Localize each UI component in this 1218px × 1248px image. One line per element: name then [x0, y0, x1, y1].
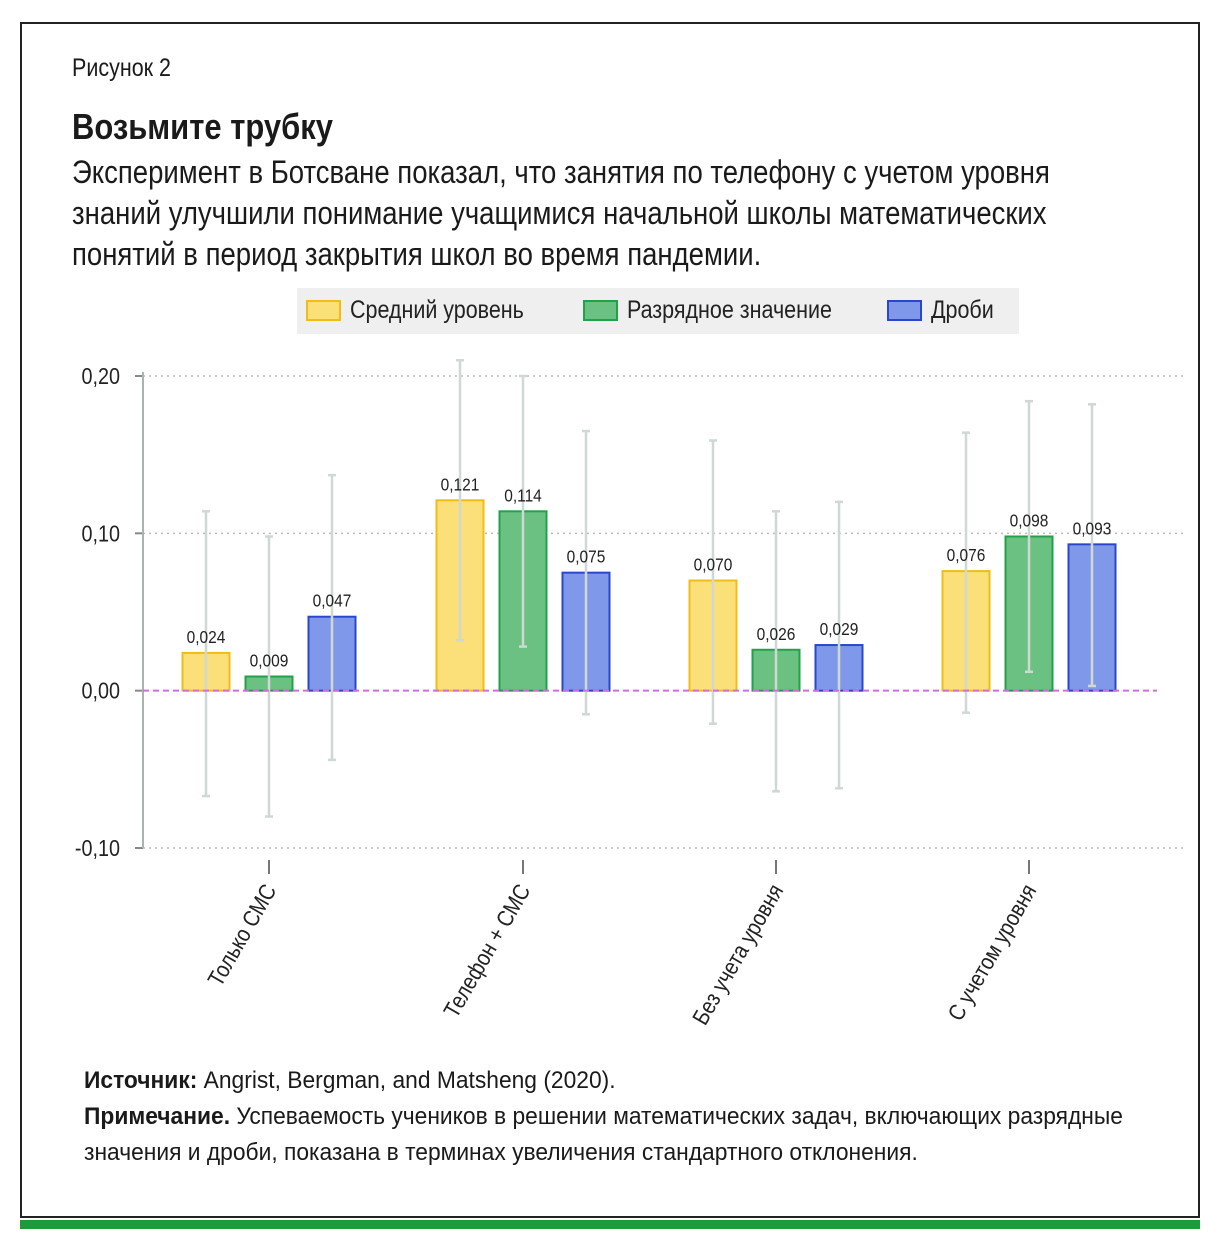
legend-swatch-3 — [887, 300, 922, 321]
note-text: Успеваемость учеников в решении математи… — [84, 1103, 1123, 1166]
data-label: 0,121 — [441, 474, 480, 494]
chart-title: Возьмите трубку — [72, 106, 333, 147]
chart-subtitle: Эксперимент в Ботсване показал, что заня… — [72, 154, 1050, 272]
data-label: 0,075 — [567, 547, 606, 567]
source-text: Angrist, Bergman, and Matsheng (2020). — [197, 1067, 616, 1094]
data-label: 0,070 — [694, 554, 733, 574]
legend-label-3: Дроби — [931, 295, 994, 323]
bottom-accent-bar — [20, 1220, 1200, 1229]
y-tick-label: 0,00 — [82, 678, 121, 704]
source-line: Источник: Angrist, Bergman, and Matsheng… — [84, 1063, 1177, 1099]
bar-chart: Средний уровень Разрядное значение Дроби 0,… — [75, 288, 1185, 1029]
data-label: 0,029 — [820, 619, 859, 639]
data-label: 0,024 — [187, 627, 226, 647]
legend-swatch-1 — [306, 300, 341, 321]
figure-label: Рисунок 2 — [72, 54, 172, 82]
data-label: 0,093 — [1073, 518, 1112, 538]
data-label: 0,114 — [504, 485, 542, 505]
data-label: 0,026 — [757, 624, 796, 644]
figure-frame — [20, 22, 1200, 1218]
data-label: 0,047 — [313, 591, 352, 611]
x-category-label: Телефон + СМС — [439, 880, 536, 1022]
legend-swatch-2 — [583, 300, 618, 321]
footer: Источник: Angrist, Bergman, and Matsheng… — [84, 1063, 1177, 1171]
x-category-label: Без учета уровня — [688, 880, 789, 1029]
legend-label-1: Средний уровень — [350, 295, 524, 323]
y-tick-label: 0,10 — [82, 521, 121, 547]
x-category-label: Только СМС — [203, 880, 282, 991]
legend-label-2: Разрядное значение — [627, 295, 832, 323]
x-category-label: С учетом уровня — [943, 880, 1042, 1025]
y-tick-label: -0,10 — [75, 836, 120, 862]
data-label: 0,098 — [1010, 510, 1049, 530]
y-tick-label: 0,20 — [82, 364, 121, 390]
source-label: Источник: — [84, 1067, 198, 1094]
note-label: Примечание. — [84, 1103, 231, 1130]
data-label: 0,076 — [947, 545, 986, 565]
note-line: Примечание. Успеваемость учеников в реше… — [84, 1099, 1177, 1171]
data-label: 0,009 — [250, 650, 289, 670]
